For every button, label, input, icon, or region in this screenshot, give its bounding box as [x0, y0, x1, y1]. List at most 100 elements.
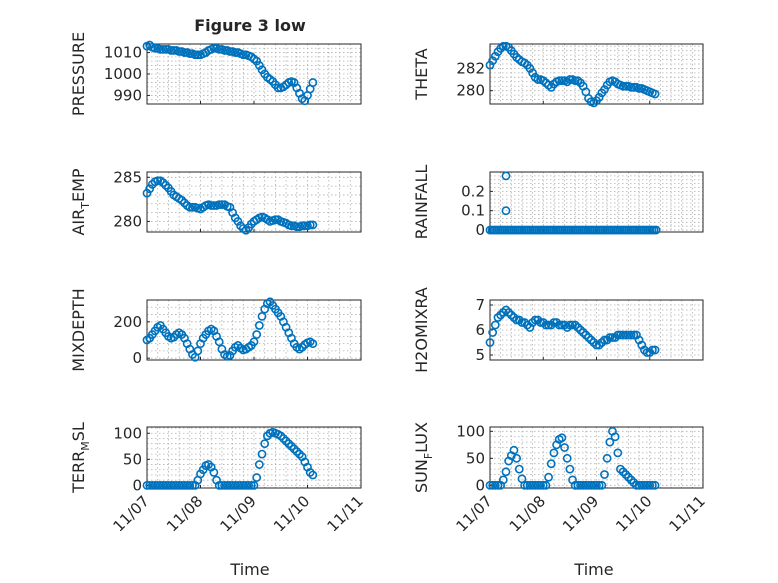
data-point — [498, 41, 508, 51]
data-point — [209, 467, 219, 477]
y-tick-label: 200 — [113, 313, 142, 331]
data-point — [626, 475, 636, 485]
y-tick-label: 0 — [475, 476, 485, 494]
data-point — [308, 339, 318, 349]
data-point — [188, 480, 197, 490]
subplot-pressure: 990 1000 1010 PRESSURE — [69, 32, 362, 116]
y-tick-label: 280 — [456, 82, 485, 100]
data-point — [228, 480, 237, 490]
data-point — [554, 320, 564, 330]
data-point — [252, 330, 262, 339]
y-tick-label: 282 — [456, 59, 485, 77]
data-point — [610, 432, 620, 442]
data-point — [249, 480, 259, 490]
data-point — [650, 89, 660, 99]
data-point — [166, 480, 176, 490]
y-tick-label: 1000 — [104, 65, 142, 83]
x-tick-label: 11/09 — [559, 492, 602, 535]
data-point — [624, 472, 633, 482]
data-point — [147, 480, 157, 490]
data-point — [634, 84, 644, 93]
data-point — [305, 467, 315, 477]
x-tick-label: 11/10 — [612, 492, 655, 535]
data-point — [142, 480, 152, 490]
data-point — [308, 470, 318, 480]
data-point — [287, 441, 296, 451]
data-point — [613, 448, 623, 458]
data-point — [145, 480, 155, 490]
data-point — [185, 480, 195, 490]
data-point — [300, 221, 310, 231]
x-tick-label: 11/09 — [217, 492, 260, 535]
data-point — [225, 480, 235, 490]
data-point — [549, 448, 559, 458]
data-point — [169, 46, 179, 55]
data-point — [244, 480, 254, 490]
data-point — [180, 480, 189, 490]
data-point — [602, 453, 612, 463]
x-axis-label-right: Time — [573, 560, 613, 579]
figure-title: Figure 3 low — [194, 16, 306, 35]
data-point — [190, 50, 200, 60]
data-point — [544, 472, 553, 482]
data-point — [169, 480, 179, 490]
data-point — [281, 436, 291, 446]
y-tick-label: 280 — [113, 212, 142, 230]
data-point — [222, 480, 232, 490]
data-point — [597, 480, 607, 490]
data-point — [236, 221, 246, 231]
data-point — [618, 81, 628, 91]
y-tick-label: 285 — [113, 168, 142, 186]
data-point — [648, 480, 657, 490]
data-point — [570, 76, 580, 86]
data-point — [220, 46, 229, 55]
y-axis-label: THETA — [412, 48, 431, 100]
data-point — [586, 335, 596, 345]
data-point — [257, 449, 267, 459]
data-point — [161, 180, 171, 190]
data-point — [270, 215, 280, 225]
data-point — [600, 470, 609, 479]
x-tick-label: 11/11 — [666, 492, 709, 535]
y-tick-label: 100 — [113, 424, 142, 442]
data-point — [650, 345, 660, 355]
data-point — [150, 43, 160, 53]
x-tick-label: 11/08 — [506, 492, 549, 535]
data-point — [153, 176, 163, 186]
x-tick-label: 11/10 — [270, 492, 313, 535]
data-point — [238, 50, 248, 60]
data-point — [305, 220, 315, 230]
data-point — [284, 439, 294, 449]
data-point — [209, 43, 219, 53]
y-tick-label: 0 — [475, 221, 485, 239]
data-point — [295, 449, 304, 459]
data-point — [150, 480, 160, 490]
y-tick-label: 990 — [113, 86, 142, 104]
data-point — [155, 480, 165, 490]
data-point — [161, 44, 171, 54]
data-point — [220, 480, 229, 490]
data-point — [287, 221, 296, 231]
data-point — [180, 48, 189, 57]
data-point — [214, 337, 224, 347]
subplot-air_temp: 280 285 AIRTEMP — [69, 168, 362, 236]
y-tick-label: 50 — [123, 450, 142, 468]
data-point — [621, 81, 631, 91]
data-point — [605, 333, 615, 342]
x-tick-label: 11/07 — [453, 492, 496, 535]
data-point — [616, 464, 625, 474]
data-point — [618, 467, 628, 477]
data-point — [225, 47, 235, 56]
y-tick-label: 100 — [456, 422, 485, 440]
data-point — [493, 313, 503, 322]
y-axis-label: RAINFALL — [412, 165, 431, 240]
data-point — [621, 470, 631, 479]
data-point — [241, 225, 251, 235]
y-tick-label: 0.2 — [461, 182, 485, 200]
data-point — [246, 219, 256, 229]
data-point — [217, 200, 227, 210]
data-point — [648, 345, 657, 355]
y-axis-label: TERRMSL — [69, 422, 92, 494]
data-point — [584, 333, 593, 342]
